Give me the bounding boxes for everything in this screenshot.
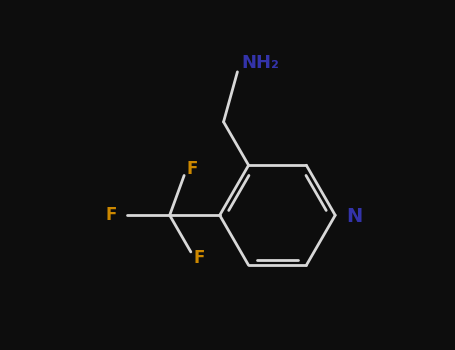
Text: F: F [105,206,116,224]
Text: F: F [193,249,204,267]
Text: F: F [187,160,198,178]
Text: N: N [346,207,362,226]
Text: NH₂: NH₂ [241,54,279,72]
